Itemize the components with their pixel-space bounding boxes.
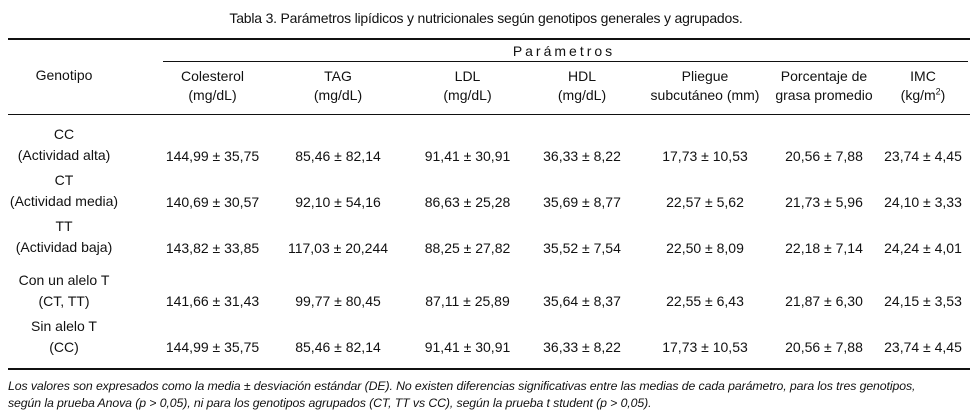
- table-cell: 144,99 ± 35,75: [165, 148, 260, 164]
- column-header-line1: LDL: [454, 68, 481, 84]
- table-cell: 91,41 ± 30,91: [424, 339, 511, 355]
- table-cell: 21,73 ± 5,96: [785, 194, 863, 210]
- column-header-line2: (mg/dL): [557, 87, 607, 103]
- column-header-ldl: LDL (mg/dL): [410, 67, 525, 105]
- table-cell: 20,56 ± 7,88: [785, 339, 863, 355]
- table-cell: 22,57 ± 5,62: [666, 194, 744, 210]
- bottom-rule: [8, 368, 970, 370]
- footnote-line: Los valores son expresados como la media…: [8, 379, 916, 393]
- footnote-line: según la prueba Anova (p > 0,05), ni par…: [8, 396, 652, 410]
- table-cell: 141,66 ± 31,43: [165, 293, 260, 309]
- table-cell: 85,46 ± 82,14: [295, 148, 381, 164]
- table-cell: 85,46 ± 82,14: [295, 339, 381, 355]
- column-header-line1: IMC: [910, 68, 936, 84]
- table-cell: 20,56 ± 7,88: [785, 148, 863, 164]
- table-cell: 36,33 ± 8,22: [543, 148, 621, 164]
- column-header-line1: TAG: [324, 68, 352, 84]
- parametros-group-title: Parámetros: [512, 43, 616, 59]
- table-cell: 35,64 ± 8,37: [543, 293, 621, 309]
- table-cell: 22,50 ± 8,09: [666, 240, 744, 256]
- column-header-grasa: Porcentaje de grasa promedio: [764, 67, 884, 105]
- table-cell: 140,69 ± 30,57: [165, 194, 260, 210]
- column-header-line2: (mg/dL): [188, 87, 237, 103]
- table-footnote: Los valores son expresados como la media…: [8, 378, 970, 412]
- column-header-line2: (kg/m2): [900, 86, 946, 103]
- table-cell: 35,52 ± 7,54: [543, 240, 621, 256]
- column-header-pliegue: Pliegue subcutáneo (mm): [640, 67, 770, 105]
- column-header-line2: (mg/dL): [443, 87, 492, 103]
- row-label-cc: CC (Actividad alta): [17, 126, 111, 163]
- column-header-line1: Porcentaje de: [780, 68, 868, 84]
- column-header-imc: IMC (kg/m2): [878, 67, 968, 105]
- row-label-con-alelo-t: Con un alelo T (CT, TT): [18, 272, 110, 309]
- parametros-group-rule: [163, 61, 968, 62]
- column-header-line2: (mg/dL): [313, 87, 363, 103]
- table-cell: 21,87 ± 6,30: [785, 293, 863, 309]
- top-rule: [8, 38, 970, 40]
- genotipo-column-header: Genotipo: [35, 67, 93, 83]
- column-header-line2: grasa promedio: [775, 87, 873, 103]
- table-cell: 92,10 ± 54,16: [295, 194, 381, 210]
- table-cell: 24,24 ± 4,01: [884, 240, 962, 256]
- table-cell: 144,99 ± 35,75: [165, 339, 260, 355]
- table-cell: 87,11 ± 25,89: [425, 293, 510, 309]
- column-header-line1: Colesterol: [180, 68, 245, 84]
- column-header-line1: Pliegue: [681, 68, 729, 84]
- column-header-tag: TAG (mg/dL): [283, 67, 393, 105]
- table-cell: 23,74 ± 4,45: [884, 339, 962, 355]
- table-cell: 117,03 ± 20,244: [287, 240, 389, 256]
- row-label-sin-alelo-t: Sin alelo T (CC): [31, 318, 97, 355]
- table-cell: 36,33 ± 8,22: [543, 339, 621, 355]
- table-cell: 22,18 ± 7,14: [785, 240, 863, 256]
- column-header-colesterol: Colesterol (mg/dL): [150, 67, 275, 105]
- table-caption: Tabla 3. Parámetros lipídicos y nutricio…: [229, 10, 743, 26]
- table-cell: 17,73 ± 10,53: [662, 339, 748, 355]
- table-cell: 24,15 ± 3,53: [884, 293, 962, 309]
- column-header-line2: subcutáneo (mm): [650, 87, 760, 103]
- header-bottom-rule: [8, 114, 970, 115]
- table-cell: 24,10 ± 3,33: [884, 194, 962, 210]
- row-label-tt: TT (Actividad baja): [15, 218, 113, 255]
- table-cell: 86,63 ± 25,28: [424, 194, 511, 210]
- table-cell: 99,77 ± 80,45: [295, 293, 381, 309]
- table-cell: 22,55 ± 6,43: [666, 293, 744, 309]
- table-cell: 91,41 ± 30,91: [424, 148, 511, 164]
- column-header-hdl: HDL (mg/dL): [527, 67, 637, 105]
- table-cell: 17,73 ± 10,53: [662, 148, 748, 164]
- table-cell: 35,69 ± 8,77: [543, 194, 621, 210]
- row-label-ct: CT (Actividad media): [9, 172, 119, 209]
- table-cell: 143,82 ± 33,85: [165, 240, 260, 256]
- column-header-line1: HDL: [567, 68, 596, 84]
- table-cell: 88,25 ± 27,82: [424, 240, 511, 256]
- table-cell: 23,74 ± 4,45: [884, 148, 962, 164]
